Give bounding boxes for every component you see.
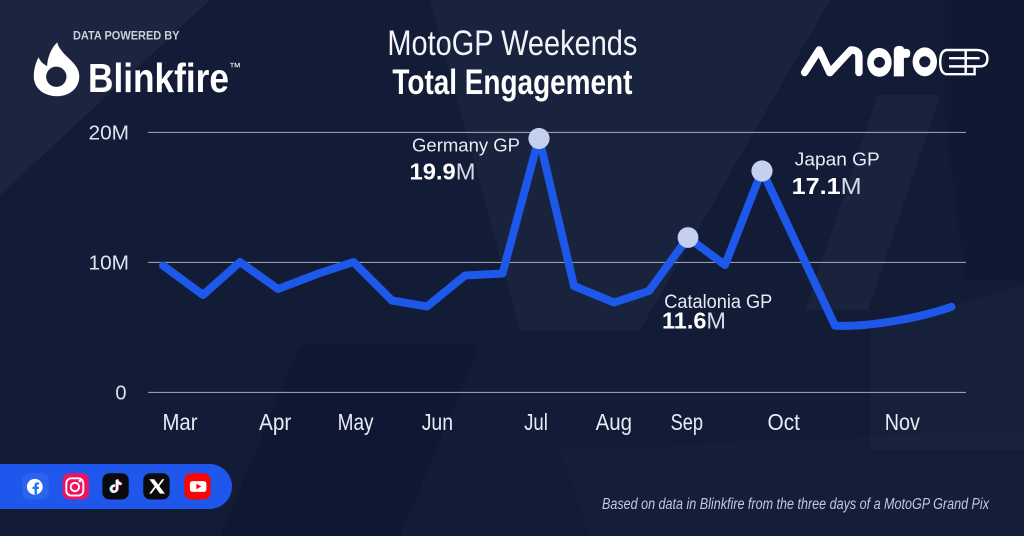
svg-text:Mar: Mar	[163, 409, 198, 435]
svg-text:17.1M: 17.1 M	[792, 173, 862, 199]
svg-text:10M: 10M	[89, 253, 130, 275]
svg-text:Apr: Apr	[259, 409, 292, 435]
svg-text:May: May	[338, 409, 374, 435]
svg-text:™: ™	[229, 60, 241, 74]
svg-text:Aug: Aug	[596, 409, 632, 435]
svg-text:MotoGP Weekends: MotoGP Weekends	[387, 24, 637, 63]
svg-text:19.9M: 19.9M	[410, 158, 476, 184]
svg-text:Japan GP: Japan GP	[795, 149, 880, 169]
svg-text:Jun: Jun	[422, 409, 453, 435]
svg-text:Germany GP: Germany GP	[412, 136, 520, 156]
svg-text:11.6M: 11.6M	[662, 308, 726, 334]
svg-text:Nov: Nov	[885, 409, 921, 435]
svg-text:0: 0	[115, 383, 126, 405]
svg-text:Total Engagement: Total Engagement	[392, 63, 632, 102]
svg-text:Catalonia GP: Catalonia GP	[664, 292, 772, 313]
svg-text:Based on data in Blinkfire fro: Based on data in Blinkfire from the thre…	[602, 496, 990, 513]
svg-text:Oct: Oct	[768, 409, 801, 435]
svg-text:DATA POWERED BY: DATA POWERED BY	[73, 29, 180, 43]
svg-text:Sep: Sep	[671, 409, 703, 435]
svg-text:20M: 20M	[89, 122, 130, 144]
svg-text:Blinkfire: Blinkfire	[88, 55, 229, 101]
svg-text:Jul: Jul	[524, 409, 548, 435]
